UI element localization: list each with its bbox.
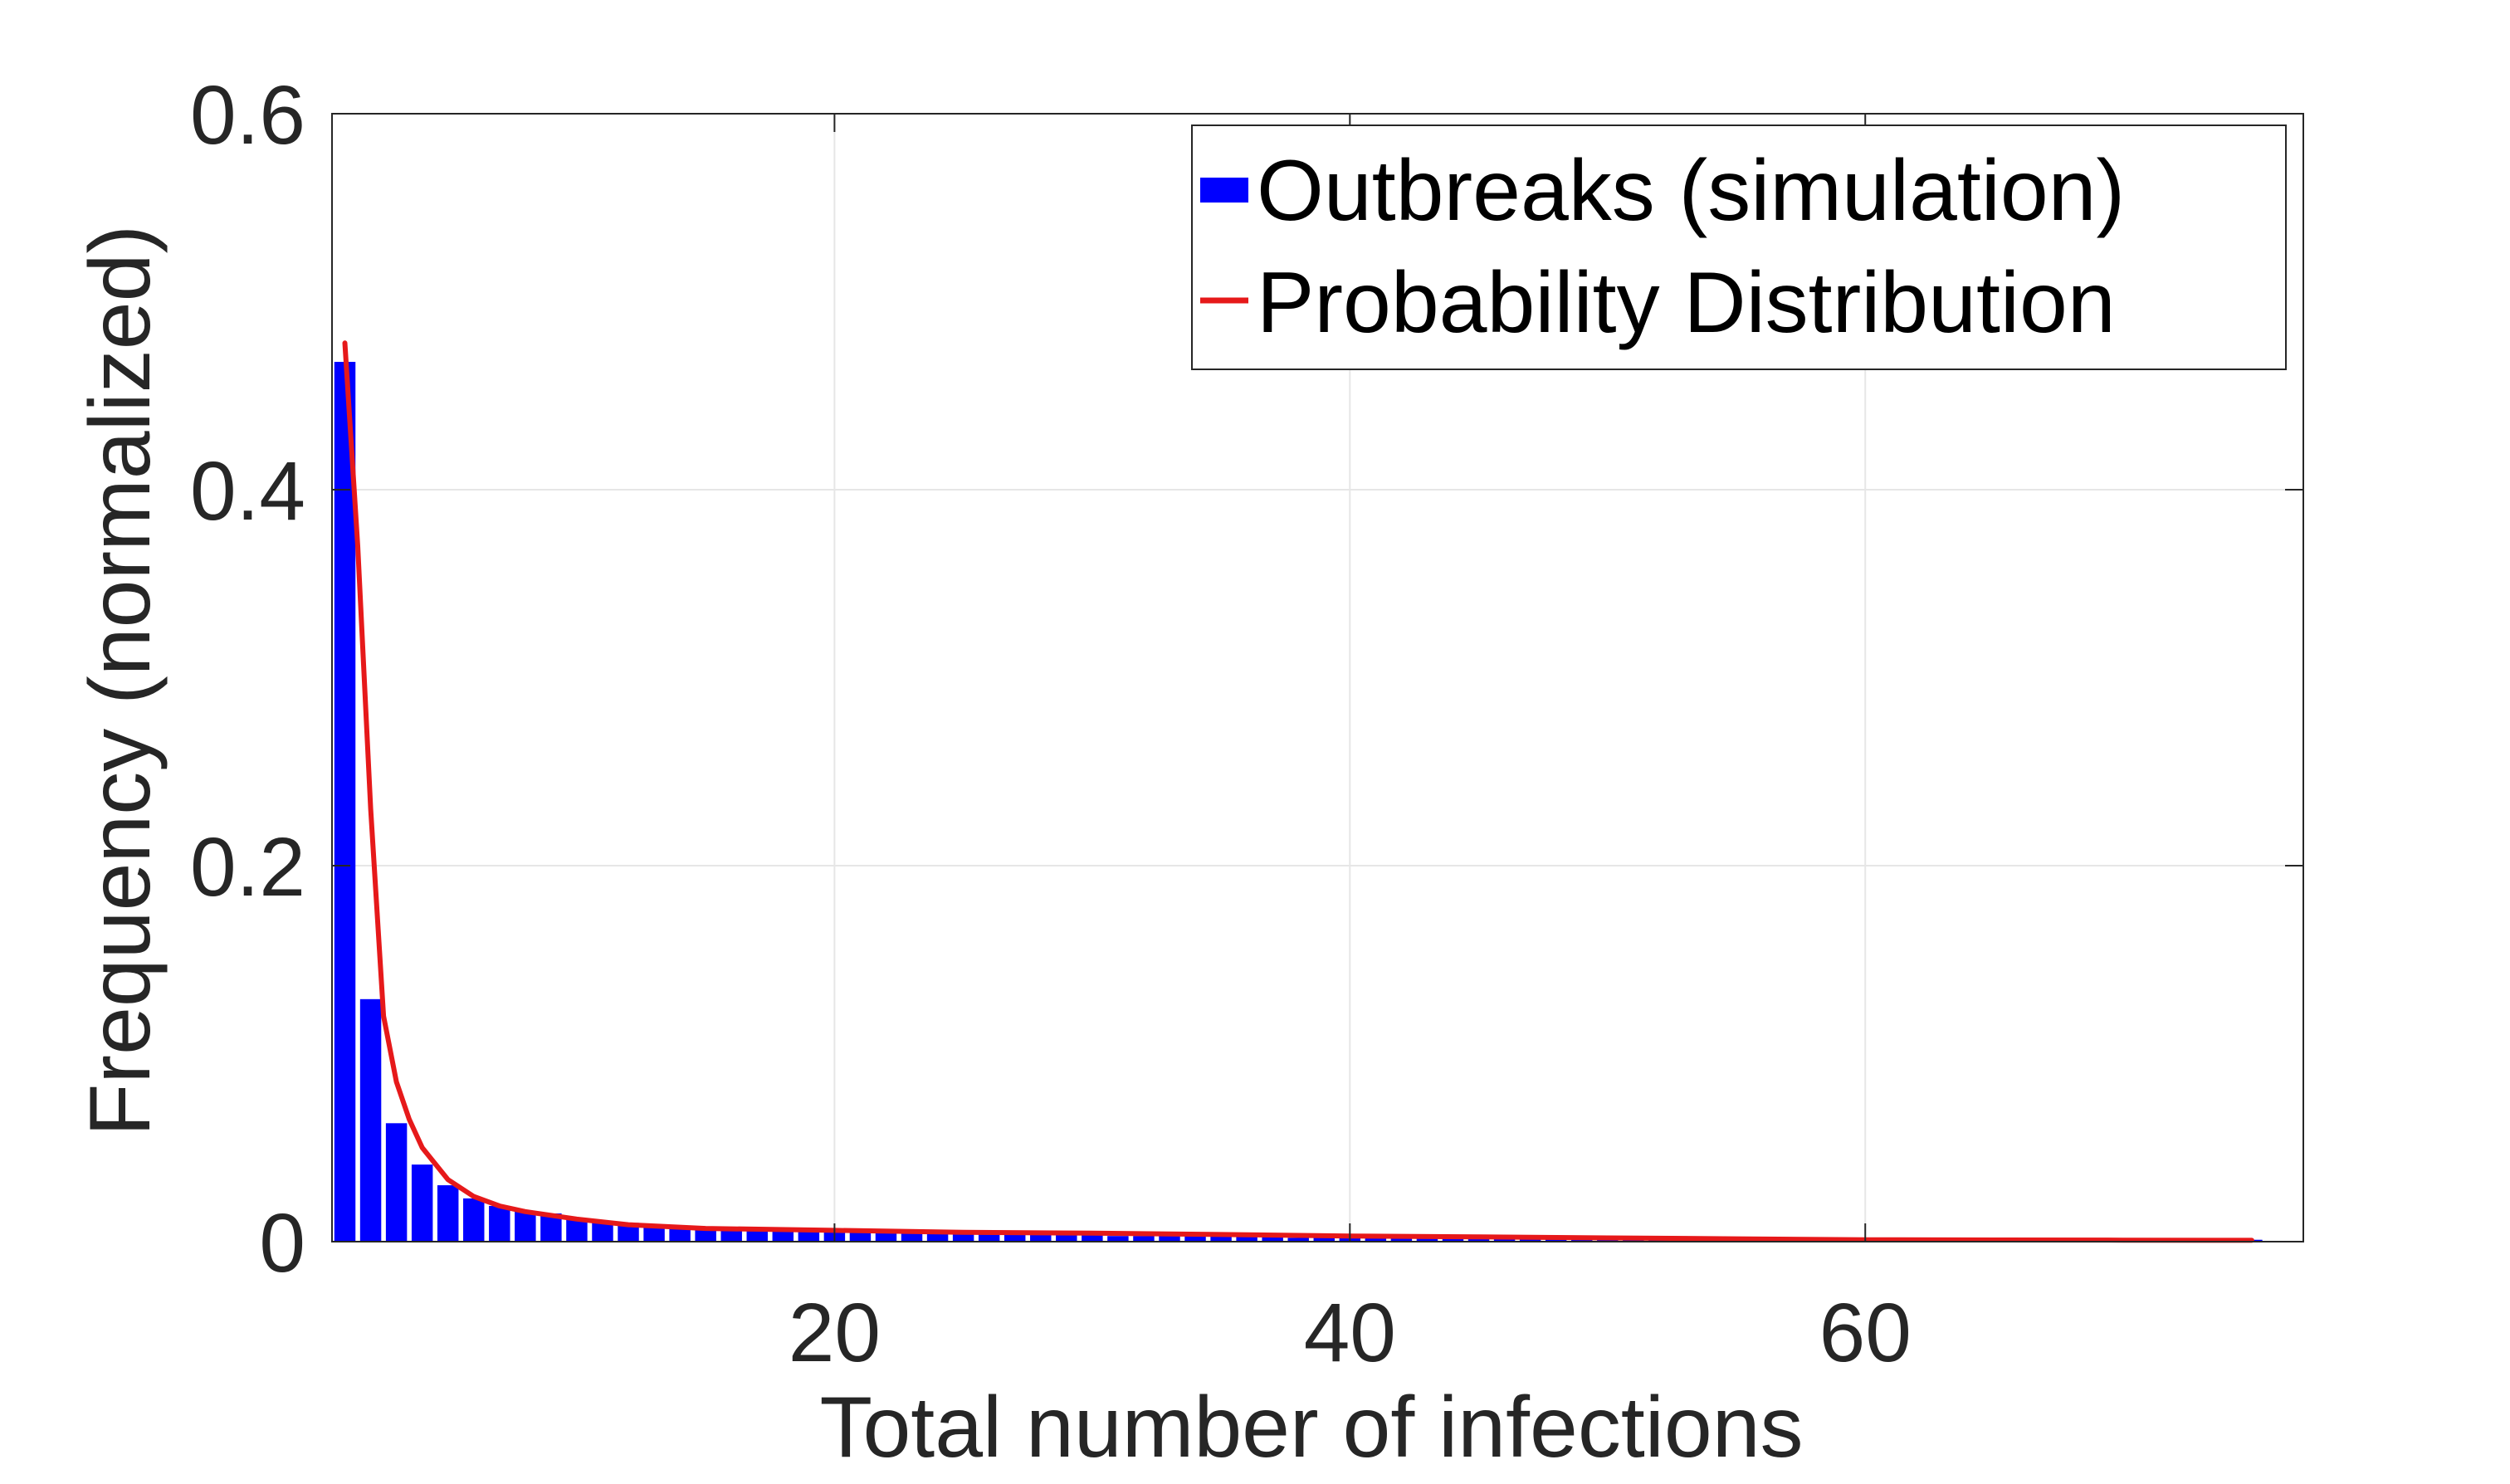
histogram-bar bbox=[463, 1198, 485, 1242]
y-axis-label: Frequency (normalized) bbox=[72, 225, 168, 1136]
plot-area-border bbox=[331, 113, 2304, 1242]
legend-swatch-bar bbox=[1200, 178, 1248, 203]
legend-label-outbreaks: Outbreaks (simulation) bbox=[1257, 143, 2125, 239]
histogram-bar bbox=[1082, 1233, 1103, 1242]
histogram-bar bbox=[669, 1226, 691, 1242]
legend: Outbreaks (simulation) Probability Distr… bbox=[1191, 124, 2287, 370]
legend-label-distribution: Probability Distribution bbox=[1257, 255, 2116, 351]
histogram-bar bbox=[1390, 1237, 1413, 1242]
histogram-bar bbox=[643, 1224, 665, 1242]
histogram-bar bbox=[1133, 1236, 1155, 1242]
x-tick-label: 40 bbox=[1304, 1286, 1396, 1379]
histogram-bar bbox=[1313, 1237, 1335, 1242]
histogram-bar bbox=[901, 1232, 923, 1242]
histogram-bar bbox=[1184, 1236, 1206, 1242]
histogram-bar bbox=[875, 1232, 897, 1242]
histogram-bar bbox=[1236, 1236, 1257, 1242]
histogram-bar bbox=[1004, 1233, 1026, 1242]
histogram-bar bbox=[1107, 1236, 1129, 1242]
histogram-bar bbox=[618, 1223, 639, 1242]
y-tick-label: 0.2 bbox=[190, 821, 305, 914]
axis-ticks bbox=[332, 113, 2303, 1242]
y-tick-label: 0.6 bbox=[190, 69, 305, 162]
histogram-bar bbox=[1365, 1237, 1387, 1242]
histogram-bar bbox=[772, 1230, 794, 1242]
histogram-bar bbox=[359, 998, 382, 1242]
histogram-bar bbox=[1159, 1236, 1180, 1242]
histogram-bar bbox=[720, 1228, 742, 1242]
histogram-bar bbox=[334, 361, 356, 1242]
histogram-bar bbox=[1416, 1237, 1438, 1242]
histogram-bar bbox=[1442, 1237, 1464, 1242]
y-tick-label: 0 bbox=[259, 1197, 305, 1290]
y-tick-labels: 0 0.2 0.4 0.6 bbox=[190, 69, 305, 1290]
histogram-bar bbox=[515, 1211, 536, 1242]
histogram-bar bbox=[385, 1123, 408, 1242]
x-tick-label: 20 bbox=[789, 1286, 881, 1379]
histogram-bar bbox=[489, 1205, 510, 1242]
histogram-bar bbox=[566, 1218, 588, 1242]
histogram-bar bbox=[1056, 1233, 1077, 1242]
legend-box bbox=[1191, 124, 2287, 370]
histogram-bar bbox=[978, 1233, 1000, 1242]
histogram-bars bbox=[334, 361, 2263, 1242]
histogram-bar bbox=[926, 1232, 949, 1242]
histogram-bar bbox=[437, 1185, 459, 1242]
histogram-bar bbox=[1287, 1237, 1309, 1242]
y-tick-label: 0.4 bbox=[190, 445, 305, 538]
histogram-bar bbox=[411, 1164, 433, 1242]
probability-distribution-line bbox=[342, 340, 2254, 1243]
histogram-bar bbox=[849, 1232, 872, 1242]
x-axis-label: Total number of infections bbox=[819, 1379, 1803, 1476]
x-tick-labels: 20 40 60 bbox=[789, 1286, 1912, 1379]
histogram-bar bbox=[1030, 1233, 1052, 1242]
histogram-bar bbox=[1262, 1236, 1283, 1242]
histogram-bar bbox=[1467, 1237, 1490, 1242]
histogram-bar bbox=[952, 1233, 974, 1242]
histogram-bar bbox=[1210, 1236, 1232, 1242]
histogram-bar bbox=[798, 1230, 820, 1242]
x-tick-label: 60 bbox=[1819, 1286, 1912, 1379]
